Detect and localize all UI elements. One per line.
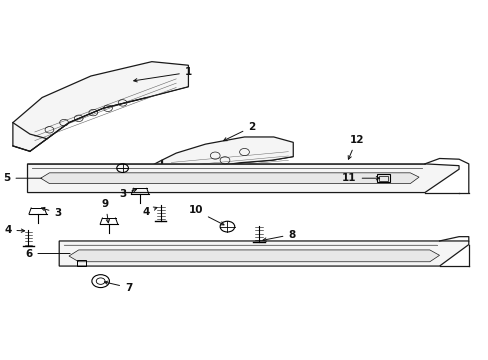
Polygon shape <box>41 173 418 184</box>
Bar <box>376 174 389 182</box>
Text: 10: 10 <box>188 206 224 225</box>
Polygon shape <box>59 241 468 266</box>
Polygon shape <box>13 62 188 151</box>
Text: 6: 6 <box>25 248 70 258</box>
Polygon shape <box>142 160 161 180</box>
Text: 3: 3 <box>119 189 136 199</box>
Bar <box>77 260 85 266</box>
Polygon shape <box>27 164 458 193</box>
Bar <box>378 176 387 181</box>
Text: 9: 9 <box>102 199 109 223</box>
Text: 11: 11 <box>342 173 379 183</box>
Text: 7: 7 <box>104 281 132 293</box>
Text: 12: 12 <box>347 135 363 159</box>
Text: 1: 1 <box>133 67 192 82</box>
Text: 2: 2 <box>223 122 255 141</box>
Text: 3: 3 <box>41 207 61 218</box>
Polygon shape <box>161 137 293 173</box>
Text: 8: 8 <box>263 230 295 241</box>
Text: 4: 4 <box>142 207 157 217</box>
Text: 4: 4 <box>4 225 24 235</box>
Text: 5: 5 <box>3 173 41 183</box>
Polygon shape <box>69 250 439 262</box>
